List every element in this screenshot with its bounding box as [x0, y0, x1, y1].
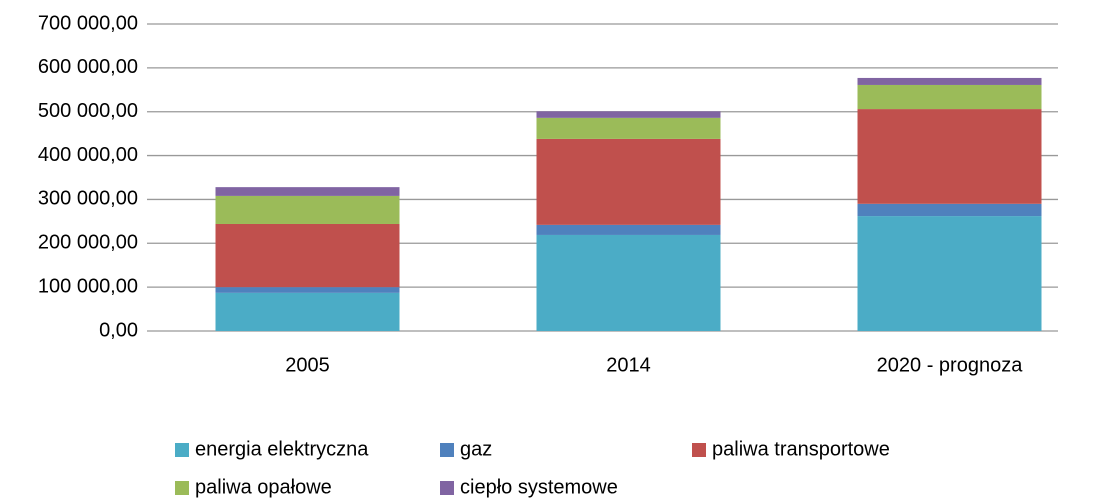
bar-segment [215, 187, 400, 196]
bar-segment [857, 84, 1042, 110]
y-tick-label: 0,00 [99, 319, 138, 341]
y-tick-label: 300 000,00 [38, 188, 138, 210]
y-tick-label: 700 000,00 [38, 12, 138, 34]
legend-swatch [692, 443, 706, 457]
bar-segment [215, 223, 400, 288]
y-tick-label: 100 000,00 [38, 275, 138, 297]
bar-segment [857, 216, 1042, 331]
y-tick-label: 600 000,00 [38, 56, 138, 78]
bar-segment [536, 224, 721, 235]
x-tick-label: 2014 [606, 354, 651, 376]
bar-segment [857, 77, 1042, 85]
bar-segment [215, 287, 400, 293]
legend-label: paliwa opałowe [195, 476, 332, 498]
legend-label: gaz [460, 438, 492, 460]
legend-label: ciepło systemowe [460, 476, 618, 498]
bar-segment [536, 117, 721, 139]
x-tick-label: 2005 [285, 354, 330, 376]
x-tick-label: 2020 - prognoza [877, 354, 1024, 376]
bar-segment [857, 203, 1042, 217]
bar-segment [536, 138, 721, 225]
legend-swatch [440, 443, 454, 457]
bar-segment [215, 195, 400, 224]
bar-segment [536, 111, 721, 118]
legend-label: energia elektryczna [195, 438, 369, 460]
y-tick-label: 400 000,00 [38, 144, 138, 166]
bar-segment [536, 234, 721, 331]
bar-segment [215, 292, 400, 331]
legend-swatch [440, 481, 454, 495]
legend-swatch [175, 443, 189, 457]
legend-swatch [175, 481, 189, 495]
y-tick-label: 500 000,00 [38, 100, 138, 122]
legend-label: paliwa transportowe [712, 438, 890, 460]
bar-segment [857, 109, 1042, 204]
y-tick-label: 200 000,00 [38, 232, 138, 254]
